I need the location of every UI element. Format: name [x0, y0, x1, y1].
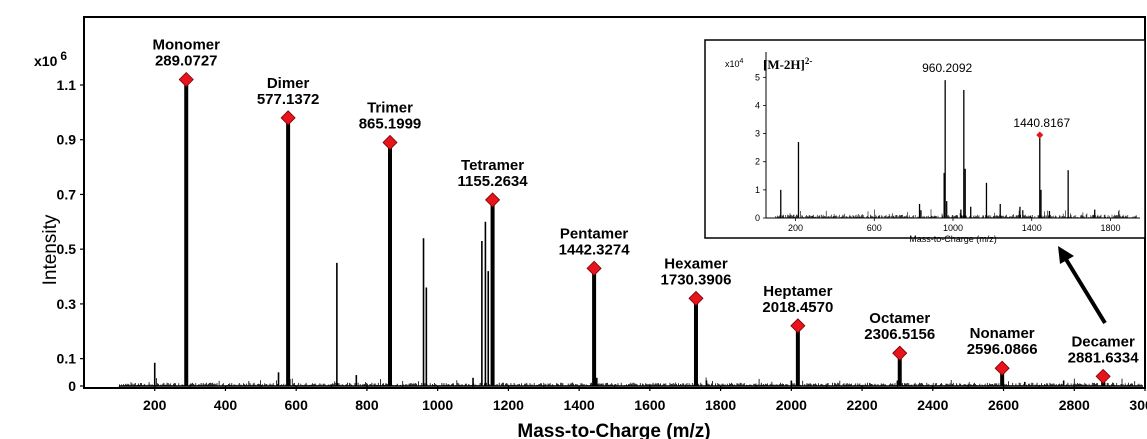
- y-tick-label: 0.5: [57, 241, 77, 257]
- peak-mz-label: 2018.4570: [762, 299, 833, 316]
- y-multiplier-label: x10 6: [34, 49, 67, 69]
- peak-mz-label: 2306.5156: [864, 326, 935, 343]
- inset-baseline-noise: [775, 209, 1138, 218]
- peak-name-label: Pentamer: [560, 225, 629, 242]
- inset-x-axis-title: Mass-to-Charge (m/z): [909, 234, 997, 244]
- y-tick-label: 0.3: [57, 296, 77, 312]
- x-tick-label: 1200: [493, 397, 524, 413]
- x-tick-label: 2600: [988, 397, 1019, 413]
- peak-mz-label: 865.1999: [359, 115, 422, 132]
- peak-name-label: Tetramer: [461, 157, 524, 174]
- inset-x-tick-label: 600: [867, 223, 882, 233]
- peak-mz-label: 1155.2634: [458, 173, 529, 190]
- inset-spectrum-peaks: [780, 80, 1096, 218]
- x-tick-label: 2000: [776, 397, 807, 413]
- inset-y-tick-label: 3: [755, 129, 760, 139]
- peak-name-label: Hexamer: [664, 255, 728, 272]
- inset-axis-ticks: 200 600 1000 1400 1800 0 1 2 3 4 5: [755, 72, 1121, 233]
- peak-mz-label: 1442.3274: [559, 241, 631, 258]
- peak-name-label: Decamer: [1071, 333, 1135, 350]
- inset-y-tick-label: 2: [755, 157, 760, 167]
- inset-x-tick-label: 1000: [943, 223, 963, 233]
- inset-peak-marker: [1036, 131, 1044, 139]
- inset-peak-label: 1440.8167: [1013, 116, 1070, 130]
- baseline-noise: [119, 377, 1143, 387]
- y-tick-label: 0.9: [57, 132, 77, 148]
- peak-name-label: Monomer: [152, 37, 220, 54]
- y-tick-label: 0: [68, 378, 76, 394]
- inset-noise-trace: [775, 209, 1138, 218]
- axis-ticks: 200 400 600 800 1000 1200 1400 1600 1800 2000 2200…: [57, 77, 1147, 413]
- peak-marker: [790, 318, 806, 334]
- inset-x-tick-label: 1800: [1100, 223, 1120, 233]
- inset-y-multiplier-label: x104: [725, 58, 744, 69]
- x-tick-label: 600: [285, 397, 309, 413]
- x-tick-label: 2200: [846, 397, 877, 413]
- y-tick-label: 1.1: [57, 77, 77, 93]
- x-tick-label: 800: [355, 397, 379, 413]
- peak-name-label: Nonamer: [970, 325, 1035, 342]
- y-tick-label: 0.1: [57, 351, 77, 367]
- peak-markers: [178, 71, 1111, 384]
- peak-mz-label: 289.0727: [155, 53, 218, 70]
- peak-marker: [892, 345, 908, 361]
- peak-marker: [280, 110, 296, 126]
- inset-y-tick-label: 1: [755, 185, 760, 195]
- peak-mz-label: 1730.3906: [661, 271, 732, 288]
- inset-pointer-arrow: [1058, 246, 1107, 325]
- noise-trace: [119, 377, 1142, 386]
- x-tick-label: 1400: [564, 397, 595, 413]
- peak-marker: [382, 134, 398, 151]
- inset-chart: 200 600 1000 1400 1800 0 1 2 3 4 5 960.2092 1440.81…: [704, 39, 1146, 244]
- peak-marker: [688, 290, 704, 306]
- inset-x-tick-label: 200: [788, 223, 803, 233]
- inset-x-tick-label: 1400: [1022, 223, 1042, 233]
- inset-title: [M-2H]2-: [763, 56, 812, 72]
- y-axis-title: Intensity: [40, 214, 61, 285]
- inset-y-tick-label: 4: [755, 100, 760, 110]
- spectrum-peaks: [153, 79, 1106, 386]
- x-tick-label: 200: [143, 397, 167, 413]
- x-tick-label: 1800: [705, 397, 736, 413]
- x-tick-label: 1600: [634, 397, 665, 413]
- x-tick-label: 400: [214, 397, 238, 413]
- peak-name-label: Octamer: [869, 310, 930, 327]
- peak-marker: [485, 192, 501, 208]
- inset-y-tick-label: 5: [755, 72, 760, 82]
- peak-mz-label: 2596.0866: [967, 341, 1038, 358]
- peak-mz-label: 577.1372: [257, 91, 320, 108]
- peak-name-label: Heptamer: [763, 283, 832, 300]
- inset-frame: [704, 39, 1146, 239]
- peak-marker: [994, 360, 1010, 376]
- inset-peak-labels: 960.2092 1440.8167: [922, 61, 1070, 139]
- x-tick-label: 2800: [1059, 397, 1090, 413]
- peak-marker: [586, 260, 602, 276]
- y-tick-label: 0.7: [57, 186, 77, 202]
- x-tick-label: 2400: [917, 397, 948, 413]
- peak-mz-label: 2881.6334: [1068, 349, 1140, 366]
- x-axis-title: Mass-to-Charge (m/z): [517, 421, 710, 439]
- inset-peak-label: 960.2092: [922, 61, 972, 75]
- peak-marker: [1095, 368, 1111, 384]
- peak-name-label: Trimer: [367, 99, 413, 116]
- inset-y-tick-label: 0: [755, 213, 760, 223]
- peak-name-label: Dimer: [267, 75, 310, 92]
- peak-marker: [178, 71, 194, 88]
- x-tick-label: 1000: [422, 397, 453, 413]
